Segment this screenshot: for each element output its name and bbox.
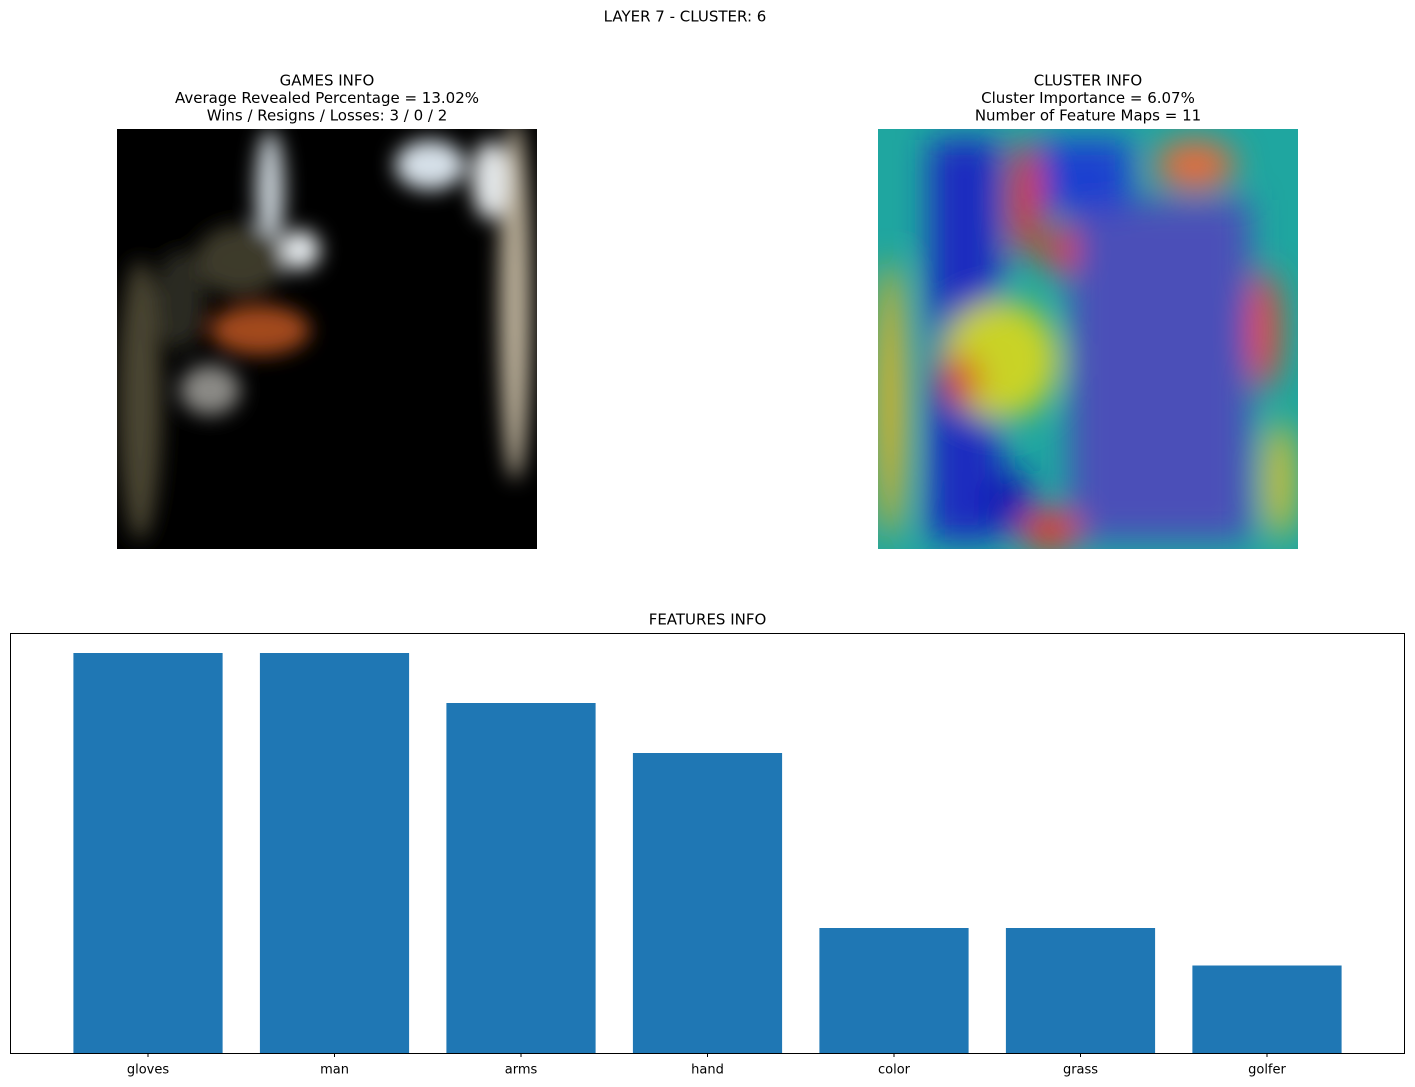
x-tick-label: man [320, 1063, 349, 1078]
bar [1192, 965, 1342, 1053]
panel-title: Average Revealed Percentage = 13.02% [175, 89, 479, 107]
heatmap-image [878, 129, 1298, 549]
chart-title: FEATURES INFO [649, 611, 767, 629]
revealed-image [117, 129, 537, 549]
panel-title: Cluster Importance = 6.07% [981, 89, 1195, 107]
x-tick-label: golfer [1248, 1063, 1286, 1078]
bar [1005, 928, 1156, 1053]
bar [259, 653, 410, 1053]
x-tick-label: gloves [127, 1063, 170, 1078]
panel-title: GAMES INFO [280, 72, 375, 90]
bar [819, 928, 969, 1053]
bar [73, 653, 223, 1053]
panel-title: CLUSTER INFO [1034, 72, 1143, 90]
bar [446, 703, 596, 1053]
panel-title: Number of Feature Maps = 11 [975, 107, 1201, 125]
figure-title: LAYER 7 - CLUSTER: 6 [604, 8, 767, 26]
x-tick-label: hand [691, 1063, 724, 1078]
x-tick-label: arms [505, 1063, 538, 1078]
x-tick-label: grass [1063, 1063, 1098, 1078]
x-tick-label: color [878, 1063, 911, 1078]
bar [632, 753, 783, 1053]
panel-title: Wins / Resigns / Losses: 3 / 0 / 2 [207, 107, 448, 125]
